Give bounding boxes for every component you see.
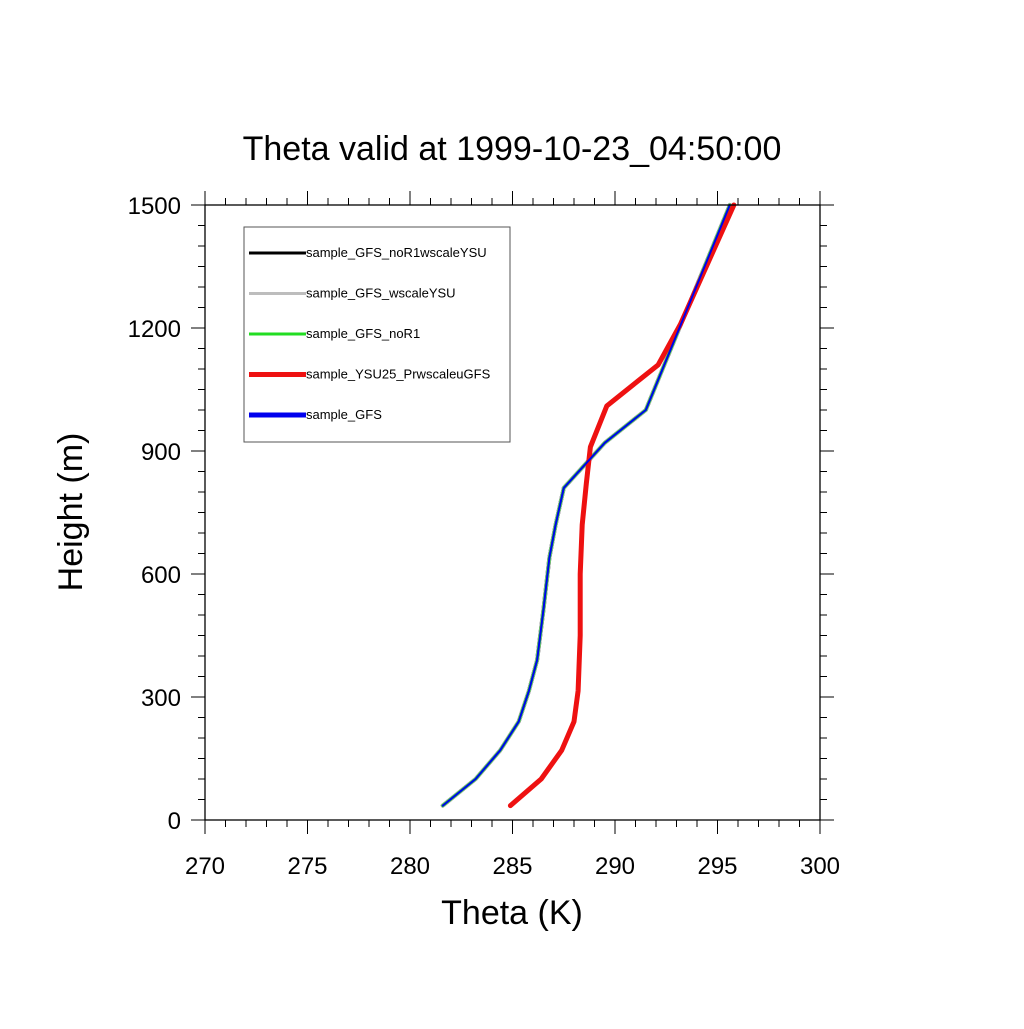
y-tick-label: 300 [141, 685, 181, 712]
x-tick-label: 295 [697, 853, 737, 880]
ticks-layer: 270 275 280 285 290 295 300 0 300 600 900 1200 1500 [128, 191, 840, 880]
legend-label: sample_GFS_noR1wscaleYSU [306, 245, 487, 260]
x-tick-label: 280 [390, 853, 430, 880]
y-tick-label: 600 [141, 562, 181, 589]
legend-label: sample_GFS_wscaleYSU [306, 286, 456, 301]
series-line-3 [507, 202, 737, 809]
legend-label: sample_YSU25_PrwscaleuGFS [306, 367, 491, 382]
series-layer [440, 202, 737, 809]
series-line-4 [441, 204, 731, 807]
legend-label: sample_GFS_noR1 [306, 326, 420, 341]
y-tick-label: 900 [141, 439, 181, 466]
legend-label: sample_GFS [306, 407, 382, 422]
legend: sample_GFS_noR1wscaleYSU sample_GFS_wscal… [243, 226, 511, 443]
x-tick-label: 300 [800, 853, 840, 880]
x-tick-label: 275 [287, 853, 327, 880]
y-tick-label: 0 [168, 808, 181, 835]
y-tick-label: 1200 [128, 316, 181, 343]
x-tick-label: 285 [492, 853, 532, 880]
y-tick-label: 1500 [128, 193, 181, 220]
chart-title: Theta valid at 1999-10-23_04:50:00 [243, 130, 782, 168]
x-tick-label: 270 [185, 853, 225, 880]
plot-frame [204, 204, 821, 821]
x-tick-label: 290 [595, 853, 635, 880]
x-axis-label: Theta (K) [441, 894, 583, 932]
y-axis-label: Height (m) [52, 433, 90, 592]
